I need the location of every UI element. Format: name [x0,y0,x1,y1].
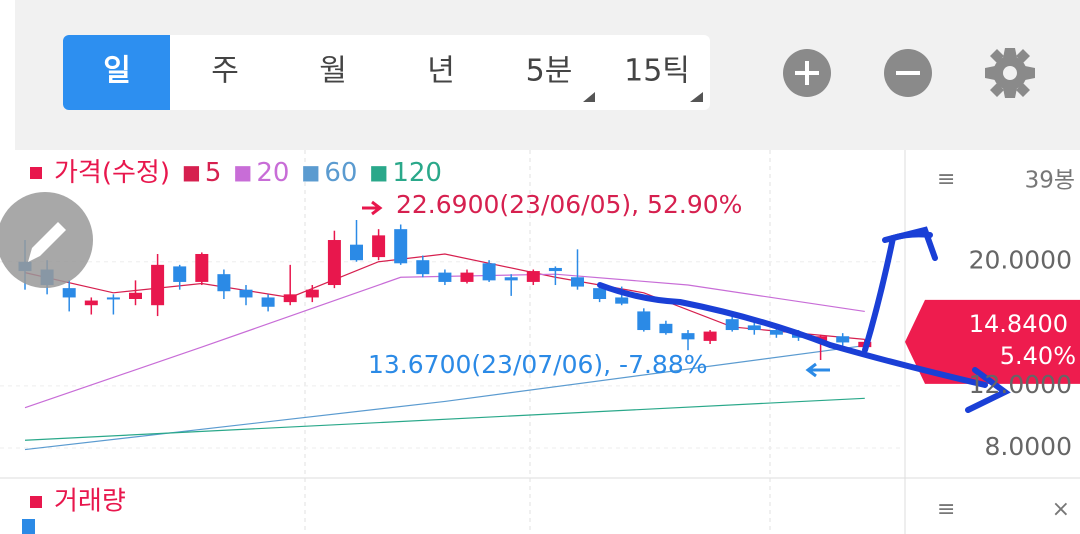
candle-body [239,289,253,298]
price-badge-change: 5.40% [1000,342,1076,370]
ma-line [24,253,865,340]
close-icon[interactable]: × [1052,497,1070,522]
candle-body [416,260,430,275]
volume-legend-swatch [30,496,42,508]
candle-body [482,263,496,281]
vertical-grid [304,150,771,534]
candle-body [725,319,739,331]
candle-body [261,297,275,307]
legend-swatch: ■ [301,160,320,184]
candle-body [615,297,629,304]
volume-label: 거래량 [54,487,126,517]
candle-body [438,272,452,282]
candle-body [372,235,386,258]
tab-corner-marks [583,92,703,102]
min-annotation: 13.6700(23/07/06), -7.88% [368,350,708,379]
pencil-icon [28,222,66,262]
tab-bar [63,35,710,110]
settings[interactable] [985,48,1035,98]
candle-body [106,297,120,300]
candle-body [84,300,98,306]
candle-body [327,240,341,286]
candle-body [217,274,231,292]
y-tick-label: 20.0000 [969,246,1072,275]
y-tick-label: 8.0000 [985,432,1072,461]
legend-price: 가격(수정) [54,158,170,188]
legend-entry: 60 [324,158,357,188]
legend-swatch: ■ [182,160,201,184]
max-annotation: 22.6900(23/06/05), 52.90% [396,190,742,219]
candle-body [703,331,717,341]
menu-icon[interactable]: ≡ [937,497,955,522]
candle-body [305,289,319,298]
tab-label[interactable]: 년 [427,54,455,89]
tab-label[interactable]: 월 [319,54,347,89]
max-arrow [362,200,383,216]
ma-line [24,397,865,441]
candle-body [526,271,540,282]
bar-count: 39봉 [1025,168,1075,194]
candle-body [129,292,142,299]
legend-swatch: ■ [233,160,252,184]
candle-body [350,244,363,261]
candle-body [151,264,165,306]
volume-bar [22,519,35,534]
menu-icon[interactable]: ≡ [937,167,955,192]
candle-body [747,325,761,331]
min-arrow [805,362,830,378]
price-badge [905,299,1080,384]
hand-drawing [597,226,1011,413]
tab-label[interactable]: 5분 [526,54,573,89]
candle-body [283,294,297,303]
tab-label[interactable]: 15틱 [624,54,690,89]
candle-body [571,277,584,287]
candle-body [504,277,518,281]
tab-selected[interactable] [63,35,170,110]
candle-body [769,330,783,335]
legend-entry: 5 [205,158,222,188]
candle-body [62,288,76,298]
legend-swatch: ■ [369,160,388,184]
tab-label[interactable]: 주 [211,54,239,89]
tab-label[interactable]: 일 [103,54,131,89]
plus-icon [795,61,819,85]
candle-body [637,311,651,331]
candle-body [195,253,209,282]
legend-entry: 120 [392,158,442,188]
legend: 가격(수정) ■ 5 ■ 20 ■ 60 ■ 120 [54,158,442,188]
candle-body [394,229,408,264]
candle-body [659,323,673,334]
candle-body [681,333,695,340]
legend-entry: 20 [256,158,289,188]
ma-line [24,273,865,409]
legend-swatch [30,167,42,179]
candle-body [173,266,187,282]
price-badge-value: 14.8400 [969,310,1068,338]
candle-body [836,336,850,343]
candle-body [548,267,562,272]
y-tick-label: 12.0000 [969,370,1072,399]
candle-body [593,288,607,299]
candle-body [460,272,474,282]
